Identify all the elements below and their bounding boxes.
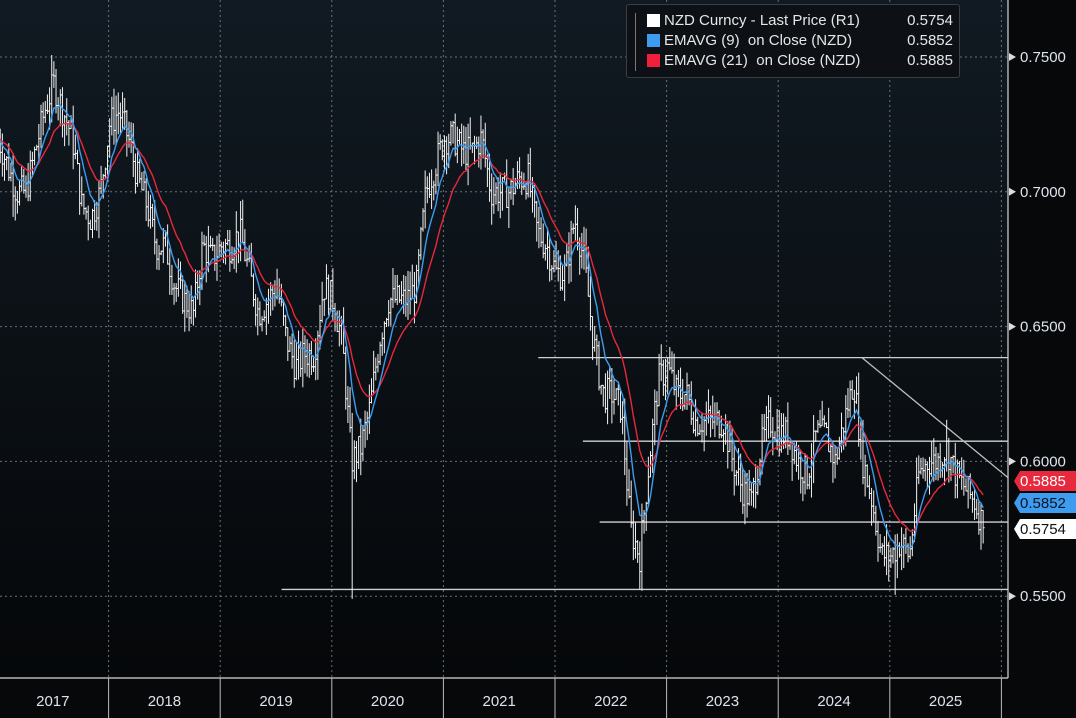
y-tick-marker bbox=[1009, 53, 1016, 61]
price-tag-label: 0.5754 bbox=[1020, 521, 1066, 538]
x-axis-panel bbox=[0, 678, 1008, 718]
legend-value: 0.5885 bbox=[907, 51, 953, 69]
y-tick-marker bbox=[1009, 187, 1016, 196]
y-tick-marker bbox=[1009, 592, 1016, 601]
x-tick-label: 2022 bbox=[594, 693, 627, 710]
x-tick-label: 2018 bbox=[148, 693, 181, 710]
y-axis-panel bbox=[1008, 0, 1076, 718]
price-swatch-icon bbox=[647, 13, 660, 27]
legend-label: EMAVG (21) on Close (NZD) bbox=[664, 51, 861, 69]
y-tick-label: 0.6500 bbox=[1020, 319, 1066, 336]
legend-item-ema9[interactable]: EMAVG (9) on Close (NZD) 0.5852 bbox=[647, 30, 953, 50]
y-tick-label: 0.5500 bbox=[1020, 588, 1066, 605]
ema21-swatch-icon bbox=[647, 53, 660, 67]
x-tick-label: 2024 bbox=[817, 693, 850, 710]
legend-label: NZD Curncy - Last Price (R1) bbox=[664, 11, 860, 29]
legend-value: 0.5754 bbox=[907, 11, 953, 29]
plot-area bbox=[0, 0, 1008, 678]
x-tick-label: 2020 bbox=[371, 693, 404, 710]
y-tick-marker bbox=[1009, 322, 1016, 331]
ema9-swatch-icon bbox=[647, 33, 660, 47]
legend-item-price[interactable]: NZD Curncy - Last Price (R1) 0.5754 bbox=[647, 10, 953, 30]
price-tag-label: 0.5852 bbox=[1020, 495, 1066, 512]
legend-label: EMAVG (9) on Close (NZD) bbox=[664, 31, 853, 49]
price-tag bbox=[1014, 519, 1076, 539]
y-tick-label: 0.6000 bbox=[1020, 453, 1066, 470]
x-tick-label: 2019 bbox=[259, 693, 292, 710]
legend: NZD Curncy - Last Price (R1) 0.5754 EMAV… bbox=[626, 4, 960, 78]
x-tick-label: 2025 bbox=[929, 693, 962, 710]
price-tag-label: 0.5885 bbox=[1020, 473, 1066, 490]
x-tick-label: 2021 bbox=[483, 693, 516, 710]
trendline bbox=[861, 357, 1009, 479]
x-tick-label: 2017 bbox=[36, 693, 69, 710]
price-tag bbox=[1014, 493, 1076, 513]
legend-item-ema21[interactable]: EMAVG (21) on Close (NZD) 0.5885 bbox=[647, 50, 953, 70]
legend-value: 0.5852 bbox=[907, 31, 953, 49]
ema9-line bbox=[0, 103, 984, 549]
price-tag bbox=[1014, 471, 1076, 491]
y-tick-label: 0.7000 bbox=[1020, 184, 1066, 201]
y-tick-label: 0.7500 bbox=[1020, 49, 1066, 66]
legend-tree-icon bbox=[635, 13, 646, 71]
y-tick-marker bbox=[1009, 457, 1016, 466]
x-tick-label: 2023 bbox=[706, 693, 739, 710]
